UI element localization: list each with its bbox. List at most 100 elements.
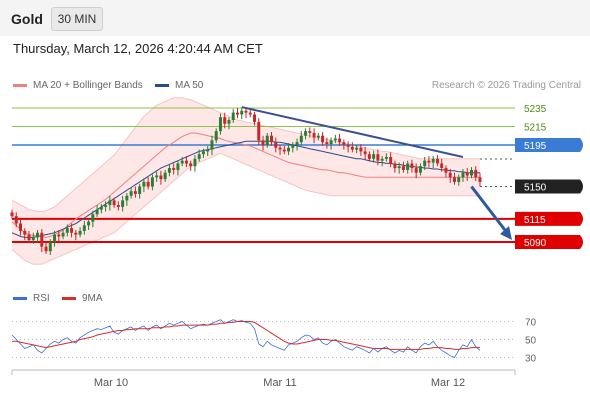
rsi-ma-legend-swatch	[62, 297, 76, 300]
candle-body	[31, 237, 35, 241]
candle-body	[321, 135, 325, 143]
candle-body	[359, 147, 363, 152]
candle-body	[282, 149, 286, 152]
timeframe-button[interactable]: 30 MIN	[51, 7, 103, 31]
candle-body	[261, 140, 265, 145]
rsi-tick-label: 30	[525, 354, 537, 365]
candle-body	[155, 175, 159, 178]
rsi-ma-line	[12, 321, 480, 350]
candle-body	[393, 163, 397, 169]
forecast-arrow-shaft	[470, 185, 510, 235]
candle-body	[189, 163, 193, 167]
candle-body	[346, 144, 350, 147]
candle-body	[227, 120, 231, 124]
ma50-line	[11, 140, 480, 238]
level-tag-5090	[515, 235, 583, 249]
candle-body	[87, 221, 91, 226]
candle-body	[414, 168, 418, 173]
candle-body	[355, 147, 359, 150]
bollinger-legend-swatch	[13, 84, 27, 87]
candle-body	[474, 169, 478, 178]
candle-body	[372, 154, 376, 159]
candle-body	[121, 200, 125, 207]
candle-body	[108, 200, 112, 206]
candle-body	[401, 166, 405, 170]
ma50-legend-swatch	[155, 84, 169, 87]
rsi-tick-label: 70	[525, 318, 537, 329]
candle-body	[10, 212, 14, 217]
candle-body	[78, 230, 82, 235]
candle-body	[325, 142, 329, 145]
candle-body	[244, 110, 248, 113]
candle-body	[125, 195, 129, 201]
candle-body	[61, 232, 65, 237]
candle-body	[180, 160, 184, 164]
level-label-5215: 5215	[524, 122, 547, 133]
candle-body	[291, 144, 295, 148]
candle-body	[380, 158, 384, 161]
candle-body	[248, 112, 252, 115]
candle-body	[423, 160, 427, 167]
candle-body	[146, 181, 150, 187]
candle-body	[278, 147, 282, 150]
forecast-arrow-head	[500, 226, 512, 240]
level-tag-5195	[515, 137, 583, 152]
candle-body	[159, 175, 163, 180]
candle-body	[316, 135, 320, 138]
candle-body	[270, 135, 274, 143]
candle-body	[172, 168, 176, 170]
level-tag-5115	[515, 211, 583, 226]
candle-body	[65, 228, 69, 233]
x-tick-label: Mar 10	[94, 377, 128, 389]
candle-body	[44, 246, 48, 252]
candle-body	[112, 200, 116, 206]
candle-body	[461, 172, 465, 178]
bollinger-band-area	[12, 97, 480, 265]
level-tag-5150	[515, 179, 583, 194]
copyright-text: Research © 2026 Trading Central	[431, 80, 581, 91]
candle-body	[253, 114, 257, 122]
candle-body	[312, 132, 316, 138]
candle-body	[431, 158, 435, 163]
candle-body	[231, 112, 235, 121]
candle-body	[14, 216, 18, 224]
candle-body	[478, 177, 482, 182]
candle-body	[265, 135, 269, 145]
rsi-legend-label: RSI	[33, 293, 50, 304]
candle-body	[197, 154, 201, 159]
candle-body	[469, 169, 473, 176]
candle-body	[176, 163, 180, 170]
candle-body	[129, 191, 133, 196]
bollinger-legend-label: MA 20 + Bollinger Bands	[33, 80, 143, 91]
candle-body	[218, 117, 222, 132]
candle-body	[19, 223, 23, 231]
candle-body	[193, 158, 197, 167]
candle-body	[104, 205, 108, 207]
candle-body	[235, 112, 239, 115]
candle-body	[240, 110, 244, 115]
candle-body	[338, 138, 342, 143]
candle-body	[201, 151, 205, 155]
candle-body	[184, 160, 188, 164]
level-label-5090: 5090	[524, 238, 547, 249]
candle-body	[452, 177, 456, 182]
candle-body	[406, 163, 410, 170]
candle-body	[363, 151, 367, 155]
candle-body	[214, 131, 218, 141]
level-label-5195: 5195	[524, 141, 547, 152]
candle-body	[223, 117, 227, 124]
candle-body	[304, 131, 308, 136]
candle-body	[440, 163, 444, 169]
header-bar: Gold 30 MIN	[0, 0, 590, 36]
candle-body	[410, 163, 414, 169]
candle-body	[287, 147, 291, 152]
candle-body	[40, 232, 44, 247]
candle-body	[116, 205, 120, 207]
candle-body	[91, 214, 95, 222]
candle-body	[350, 146, 354, 150]
candle-body	[70, 228, 74, 233]
x-tick-label: Mar 11	[263, 377, 296, 389]
candle-body	[74, 232, 78, 235]
candle-body	[295, 142, 299, 145]
